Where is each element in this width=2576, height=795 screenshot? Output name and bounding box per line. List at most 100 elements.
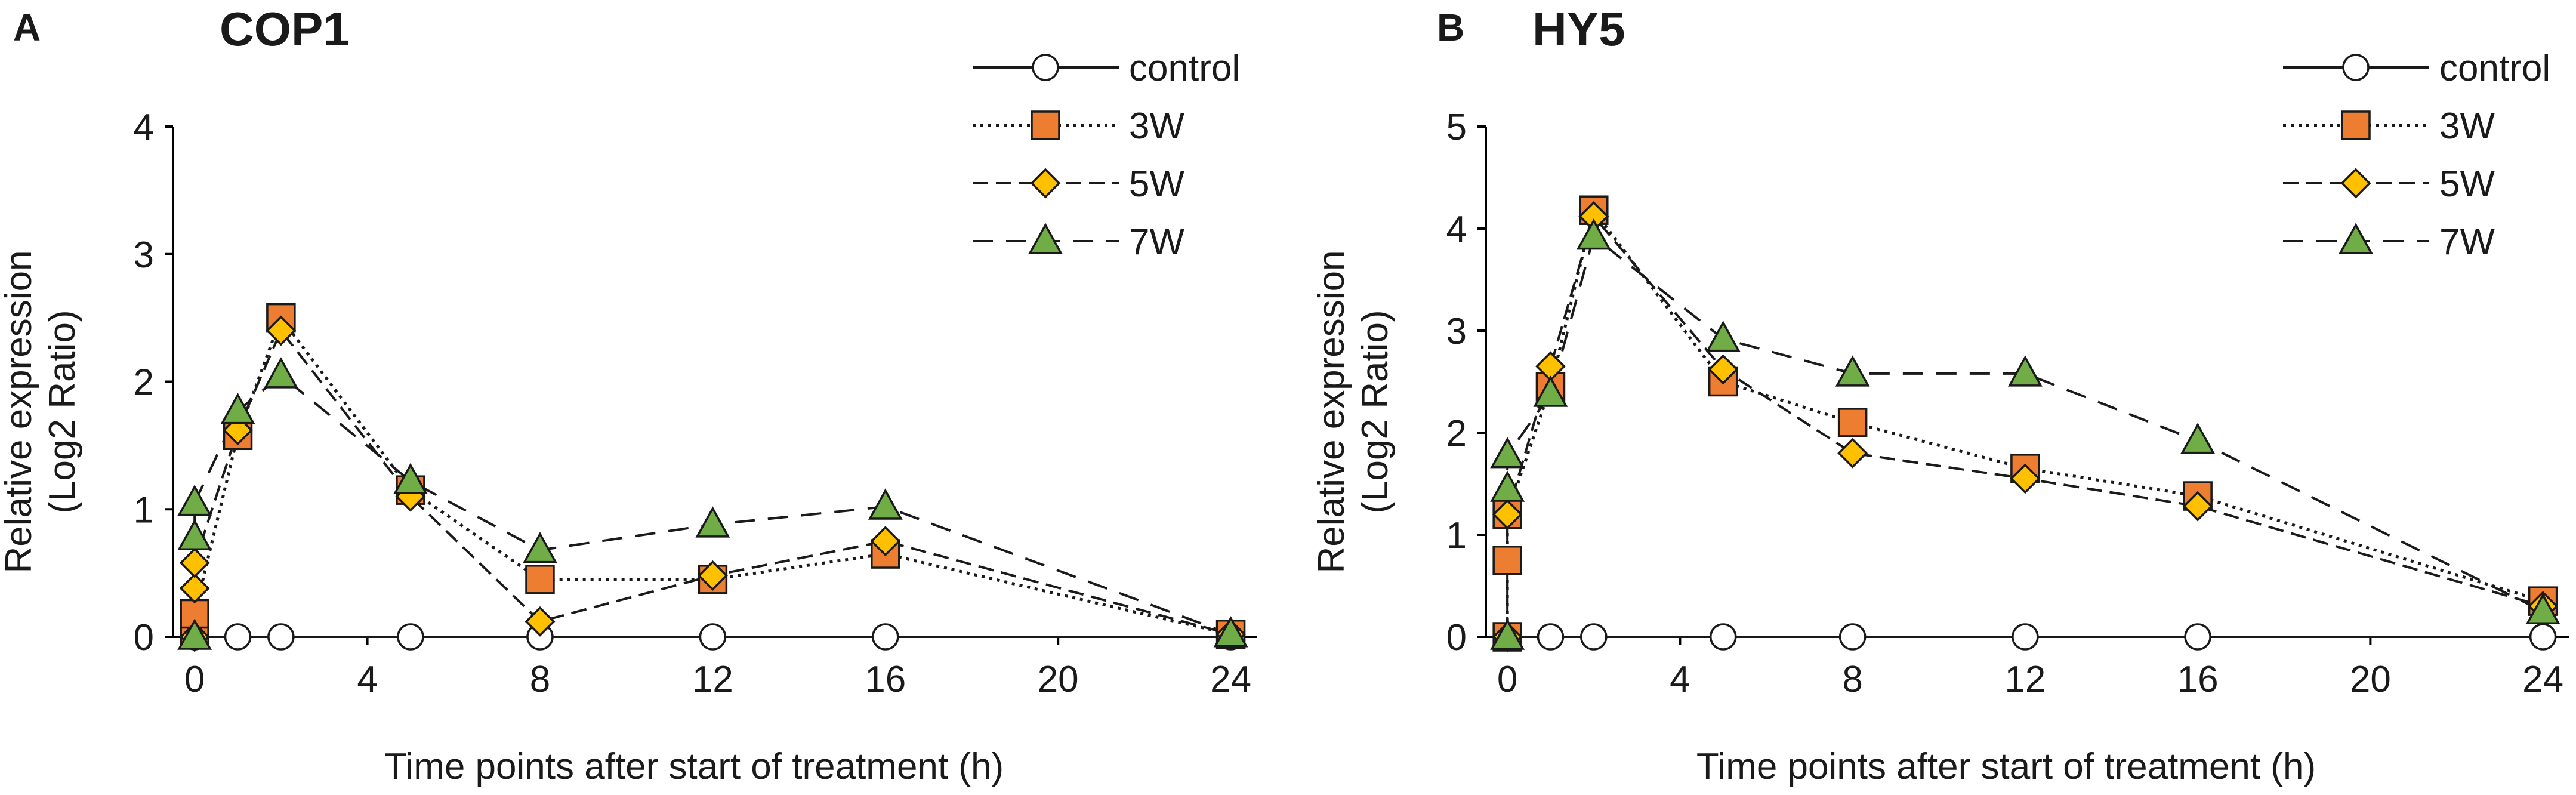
panel-b-x-tick-label: 4 xyxy=(1670,659,1690,700)
panel-a-y-tick-label: 1 xyxy=(134,489,154,531)
panel-a-point-7W xyxy=(263,357,298,389)
panel-a-x-tick-label: 8 xyxy=(530,659,550,700)
panel-b-point-control xyxy=(1838,623,1867,651)
panel-a-point-7W xyxy=(220,393,255,424)
panel-a-point-5W xyxy=(870,526,901,557)
panel-b-point-7W xyxy=(1490,470,1525,502)
panel-a-point-7W xyxy=(868,488,903,520)
panel-b-point-3W xyxy=(1492,546,1522,575)
panel-b: B HY5 Relative expression (Log2 Ratio) T… xyxy=(1311,2,2569,787)
panel-b-y-tick-label: 5 xyxy=(1446,107,1467,148)
panel-b-x-tick-label: 20 xyxy=(2350,659,2391,700)
panel-a-legend-label-3W: 3W xyxy=(1129,106,1184,147)
panel-b-point-7W xyxy=(1835,355,1870,387)
panel-b-point-7W xyxy=(1490,437,1525,469)
panel-a-legend-label-control: control xyxy=(1129,48,1240,89)
panel-a-point-control xyxy=(699,623,727,651)
panel-b-label: B xyxy=(1437,6,1464,49)
panel-a: A COP1 Relative expression (Log2 Ratio) … xyxy=(0,2,1257,787)
panel-b-y-tick-label: 0 xyxy=(1446,617,1467,658)
panel-a-point-7W xyxy=(523,532,557,563)
panel-b-point-control xyxy=(2529,623,2557,651)
panel-a-point-7W xyxy=(695,506,730,538)
panel-a-point-5W xyxy=(179,573,210,604)
panel-b-point-5W xyxy=(2182,491,2213,522)
panel-a-y-tick-label: 2 xyxy=(134,362,154,403)
panel-b-legend-label-7W: 7W xyxy=(2439,221,2495,263)
panel-a-point-7W xyxy=(177,618,212,650)
panel-b-title: HY5 xyxy=(1532,2,1625,56)
panel-a-legend-marker-7W xyxy=(1028,223,1063,254)
panel-b-point-5W xyxy=(2010,463,2041,494)
panel-a-legend-marker-5W xyxy=(1030,168,1061,199)
panel-a-series xyxy=(177,303,1248,652)
panel-a-legend-marker-control xyxy=(1032,54,1059,81)
panel-a-label: A xyxy=(13,6,41,49)
panel-b-point-5W xyxy=(1837,437,1868,469)
panel-a-title: COP1 xyxy=(220,2,350,56)
panel-b-x-tick-label: 0 xyxy=(1497,659,1517,700)
panel-b-legend-marker-3W xyxy=(2341,110,2371,140)
panel-b-point-7W xyxy=(2180,423,2216,454)
panel-a-legend: control 3W 5W 7W xyxy=(973,48,1240,263)
panel-b-series-line-3W xyxy=(1506,207,2544,637)
panel-a-y-tick-label: 3 xyxy=(134,235,154,276)
panel-b-point-7W xyxy=(2007,355,2043,387)
panel-b-series xyxy=(1490,195,2560,652)
panel-b-point-5W xyxy=(1492,499,1523,530)
panel-b-point-control xyxy=(1580,623,1608,651)
panel-a-legend-label-7W: 7W xyxy=(1129,221,1184,263)
panel-b-point-7W xyxy=(2525,593,2560,624)
panel-b-legend-label-control: control xyxy=(2439,48,2550,89)
panel-a-point-3W xyxy=(525,565,555,594)
panel-b-y-tick-label: 1 xyxy=(1446,515,1467,556)
panel-b-series-line-5W xyxy=(1506,214,2544,637)
panel-a-point-7W xyxy=(177,484,212,516)
panel-a-x-tick-label: 12 xyxy=(692,659,733,700)
panel-a-point-control xyxy=(397,623,424,651)
panel-b-point-7W xyxy=(1490,618,1525,650)
panel-a-point-7W xyxy=(393,463,428,494)
panel-a-point-7W xyxy=(177,519,212,551)
panel-a-point-5W xyxy=(697,560,728,591)
panel-a-point-5W xyxy=(525,606,556,637)
panel-a-x-tick-label: 0 xyxy=(184,659,205,700)
panel-b-legend: control 3W 5W 7W xyxy=(2283,48,2550,263)
panel-b-point-control xyxy=(1537,623,1565,651)
panel-a-point-control xyxy=(224,623,252,651)
panel-b-ylabel-line1: Relative expression xyxy=(1311,250,1352,573)
panel-b-point-7W xyxy=(1705,321,1741,352)
panel-a-y-tick-label: 0 xyxy=(134,617,154,658)
panel-a-legend-marker-3W xyxy=(1031,110,1060,140)
panel-b-point-7W xyxy=(1576,218,1611,250)
panel-b-legend-marker-control xyxy=(2342,54,2370,81)
panel-b-series-line-7W xyxy=(1506,235,2544,637)
panel-b-x-tick-label: 8 xyxy=(1842,659,1862,700)
panel-b-y-tick-label: 3 xyxy=(1446,311,1467,352)
panel-a-point-control xyxy=(267,623,295,651)
panel-a-legend-label-5W: 5W xyxy=(1129,164,1184,205)
panel-a-x-tick-label: 4 xyxy=(357,659,377,700)
panel-b-legend-marker-5W xyxy=(2340,168,2371,199)
panel-b-legend-label-5W: 5W xyxy=(2439,164,2495,205)
panel-a-point-7W xyxy=(1213,616,1248,648)
panel-a-ylabel-line1: Relative expression xyxy=(0,250,39,573)
panel-a-point-5W xyxy=(266,315,297,346)
panel-a-xlabel: Time points after start of treatment (h) xyxy=(384,746,1004,787)
panel-b-y-tick-label: 2 xyxy=(1446,413,1467,454)
panel-b-xlabel: Time points after start of treatment (h) xyxy=(1696,746,2316,787)
panel-a-point-5W xyxy=(179,547,210,578)
panel-b-ylabel-line2: (Log2 Ratio) xyxy=(1355,310,1396,513)
panel-b-point-7W xyxy=(1533,375,1568,407)
panel-a-y-tick-label: 4 xyxy=(134,107,154,148)
panel-a-x-tick-label: 16 xyxy=(865,659,906,700)
panel-b-point-control xyxy=(2184,623,2211,651)
panel-a-point-control xyxy=(872,623,899,651)
panel-b-point-control xyxy=(2012,623,2039,651)
panel-a-ylabel-line2: (Log2 Ratio) xyxy=(42,310,83,513)
panel-b-y-tick-label: 4 xyxy=(1446,209,1467,250)
panel-b-point-5W xyxy=(1708,354,1739,385)
